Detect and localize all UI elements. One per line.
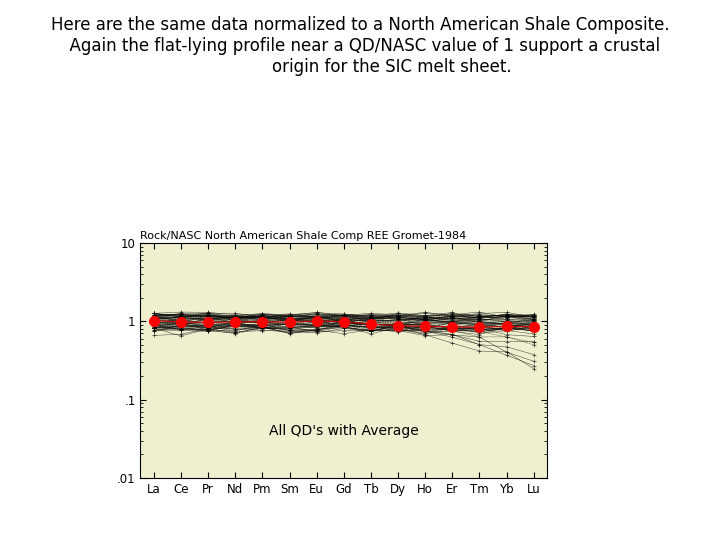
Text: All QD's with Average: All QD's with Average [269,424,418,438]
Text: Rock/NASC North American Shale Comp REE Gromet-1984: Rock/NASC North American Shale Comp REE … [140,231,467,241]
Text: Here are the same data normalized to a North American Shale Composite.
  Again t: Here are the same data normalized to a N… [50,16,670,76]
